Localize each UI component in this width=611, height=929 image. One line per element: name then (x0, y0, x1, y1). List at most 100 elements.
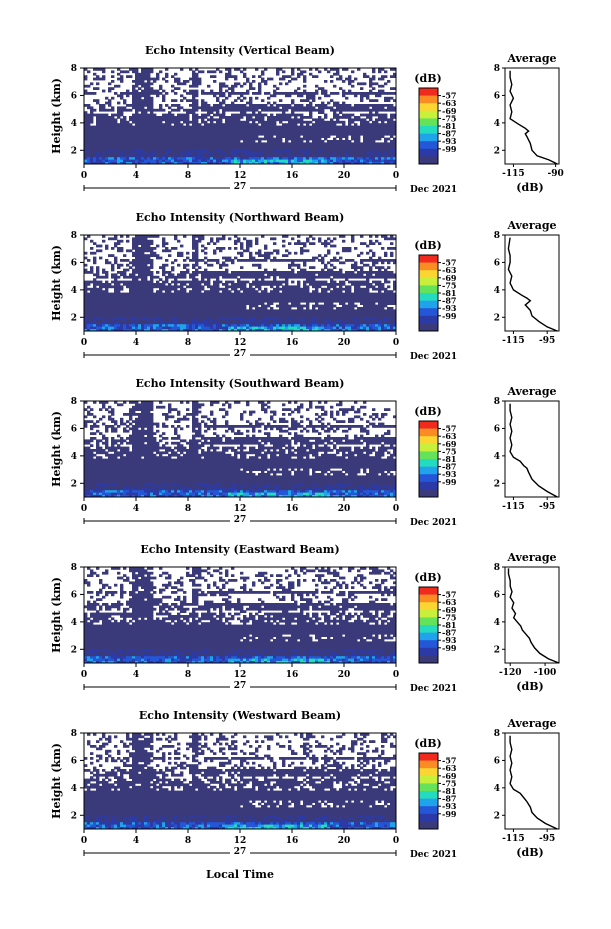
heatmap-cell (135, 244, 139, 248)
date-day-label: 27 (234, 182, 247, 192)
heatmap-cell (285, 149, 289, 153)
heatmap-cell (144, 128, 148, 131)
heatmap-cell (330, 99, 334, 102)
heatmap-cell (306, 326, 310, 329)
heatmap-cell (87, 123, 91, 126)
heatmap-cell (171, 147, 175, 150)
heatmap-cell (102, 292, 106, 296)
heatmap-cell (375, 94, 379, 98)
heatmap-cell (372, 142, 376, 146)
heatmap-cell (150, 130, 154, 134)
heatmap-cell (381, 123, 385, 126)
heatmap-cell (138, 120, 142, 124)
heatmap-cell (126, 263, 130, 267)
heatmap-cell (108, 154, 112, 158)
heatmap-cell (171, 287, 175, 291)
heatmap-cell (132, 104, 136, 107)
heatmap-cell (225, 96, 229, 100)
heatmap-cell (252, 275, 256, 279)
heatmap-cell (87, 116, 91, 119)
heatmap-cell (108, 101, 112, 105)
heatmap-cell (300, 287, 304, 291)
heatmap-cell (93, 314, 97, 317)
heatmap-cell (276, 271, 280, 274)
heatmap-cell (153, 323, 157, 327)
heatmap-cell (120, 125, 124, 129)
heatmap-cell (303, 271, 307, 274)
heatmap-cell (297, 154, 301, 158)
heatmap (84, 68, 397, 165)
heatmap-cell (153, 304, 157, 308)
heatmap-cell (219, 328, 223, 332)
heatmap-cell (141, 84, 145, 88)
heatmap-cell (375, 104, 379, 107)
heatmap-cell (153, 80, 157, 83)
heatmap-cell (192, 311, 196, 315)
heatmap-cell (252, 292, 256, 296)
heatmap-cell (171, 319, 175, 322)
heatmap-cell (387, 96, 391, 100)
heatmap-cell (333, 152, 337, 155)
heatmap-cell (159, 123, 163, 126)
heatmap-cell (162, 309, 166, 313)
heatmap-cell (261, 299, 265, 303)
heatmap-cell (195, 144, 199, 148)
heatmap-cell (276, 292, 280, 296)
heatmap-cell (183, 154, 187, 158)
heatmap-cell (90, 266, 94, 269)
heatmap-cell (264, 307, 268, 310)
heatmap-cell (366, 104, 370, 107)
heatmap-cell (333, 123, 337, 126)
heatmap-cell (351, 80, 355, 83)
heatmap-cell (162, 108, 166, 112)
heatmap-cell (168, 113, 172, 117)
heatmap-cell (390, 96, 394, 100)
heatmap-cell (297, 149, 301, 153)
heatmap-cell (105, 326, 109, 329)
heatmap-cell (216, 104, 220, 107)
heatmap-cell (150, 101, 154, 105)
heatmap-cell (210, 259, 214, 262)
heatmap-cell (249, 292, 253, 296)
heatmap-cell (246, 302, 250, 305)
heatmap-cell (258, 111, 262, 114)
heatmap-cell (234, 323, 238, 327)
heatmap-cell (234, 104, 238, 107)
heatmap-cell (222, 144, 226, 148)
heatmap-cell (162, 161, 166, 165)
heatmap-cell (153, 156, 157, 160)
heatmap-cell (261, 309, 265, 313)
heatmap-cell (279, 125, 283, 129)
heatmap-cell (144, 77, 148, 81)
heatmap-cell (222, 302, 226, 305)
heatmap-cell (144, 242, 148, 245)
heatmap-cell (99, 144, 103, 148)
heatmap-cell (264, 290, 268, 293)
heatmap-cell (270, 259, 274, 262)
heatmap-cell (153, 89, 157, 93)
heatmap-cell (273, 116, 277, 119)
heatmap-cell (138, 297, 142, 301)
heatmap-cell (297, 266, 301, 269)
heatmap-cell (348, 82, 352, 86)
heatmap-cell (267, 326, 271, 329)
heatmap-cell (201, 295, 205, 298)
heatmap-cell (123, 156, 127, 160)
heatmap-cell (306, 323, 310, 327)
heatmap-cell (153, 254, 157, 257)
heatmap-cell (360, 99, 364, 102)
heatmap-cell (378, 149, 382, 153)
heatmap-cell (162, 77, 166, 81)
heatmap-cell (234, 307, 238, 310)
heatmap-cell (288, 314, 292, 317)
heatmap-cell (90, 113, 94, 117)
heatmap-cell (117, 290, 121, 293)
heatmap-cell (243, 82, 247, 86)
heatmap-cell (114, 287, 118, 291)
heatmap-cell (120, 75, 124, 78)
heatmap-cell (213, 113, 217, 117)
heatmap-cell (243, 280, 247, 284)
heatmap-cell (252, 299, 256, 303)
heatmap-cell (162, 113, 166, 117)
